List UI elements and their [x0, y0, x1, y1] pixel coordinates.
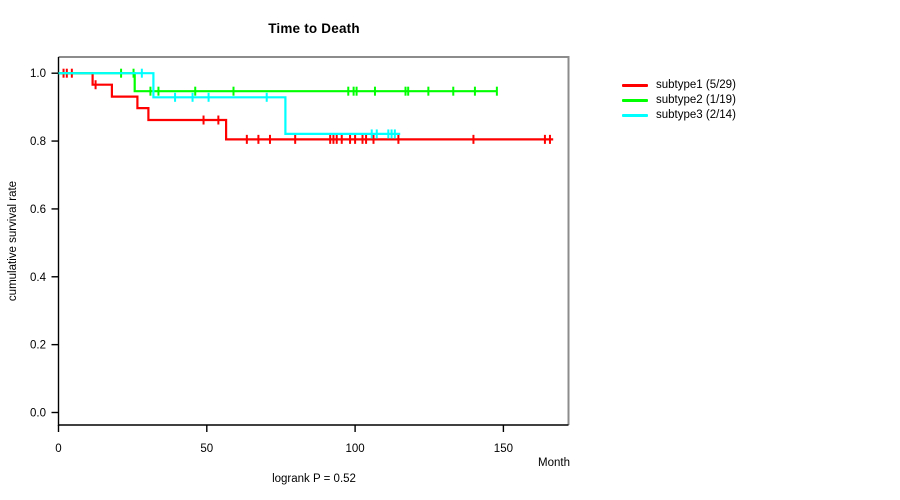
chart-title: Time to Death	[268, 21, 360, 36]
svg-text:100: 100	[346, 443, 365, 455]
logrank-annotation: logrank P = 0.52	[272, 473, 356, 485]
svg-text:0.8: 0.8	[30, 136, 46, 148]
legend: subtype1 (5/29) subtype2 (1/19) subtype3…	[622, 78, 736, 123]
svg-text:50: 50	[200, 443, 213, 455]
svg-text:1.0: 1.0	[30, 68, 46, 80]
legend-label-subtype3: subtype3 (2/14)	[656, 109, 736, 121]
legend-item-subtype3: subtype3 (2/14)	[622, 108, 736, 123]
legend-item-subtype2: subtype2 (1/19)	[622, 93, 736, 108]
x-axis-label: Month	[538, 457, 570, 469]
svg-text:150: 150	[494, 443, 513, 455]
svg-text:0.4: 0.4	[30, 272, 47, 284]
legend-line-swatch-subtype2	[622, 99, 648, 102]
legend-line-swatch-subtype1	[622, 84, 648, 87]
svg-text:0.0: 0.0	[30, 408, 46, 420]
legend-label-subtype1: subtype1 (5/29)	[656, 79, 736, 91]
svg-text:0.2: 0.2	[30, 340, 46, 352]
svg-text:0.6: 0.6	[30, 204, 46, 216]
legend-item-subtype1: subtype1 (5/29)	[622, 78, 736, 93]
legend-label-subtype2: subtype2 (1/19)	[656, 94, 736, 106]
svg-text:0: 0	[55, 443, 61, 455]
legend-line-swatch-subtype3	[622, 114, 648, 117]
